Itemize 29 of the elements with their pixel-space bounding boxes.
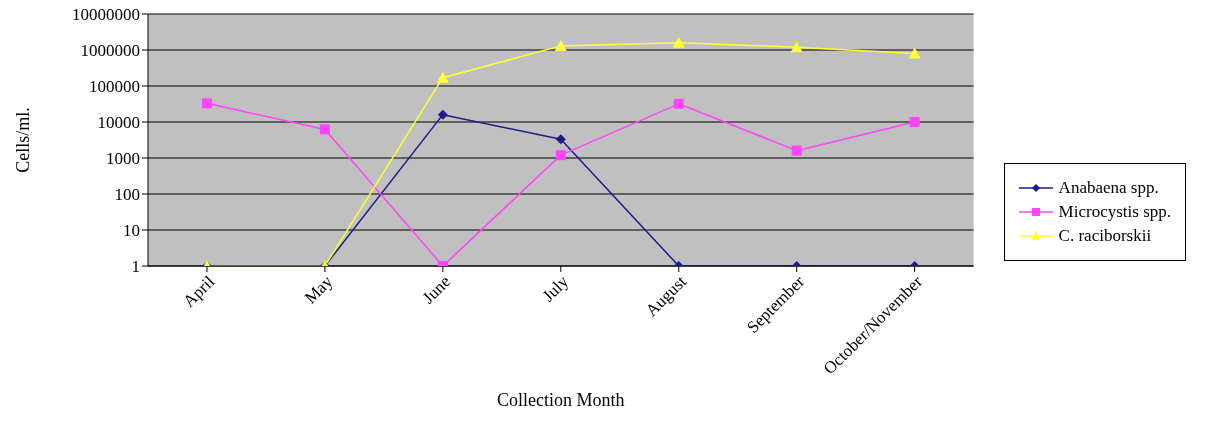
point [791, 145, 802, 156]
point [437, 109, 448, 120]
point [319, 124, 330, 135]
y-tick-label: 1 [131, 257, 140, 277]
y-tick-label: 10 [123, 221, 140, 241]
y-tick-label: 100000 [89, 77, 140, 97]
point [672, 36, 685, 48]
point [790, 41, 803, 53]
x-tick-label: May [300, 271, 337, 308]
point [909, 117, 920, 127]
y-tick-label: 10000000 [72, 5, 140, 25]
x-tick-label: June [418, 271, 455, 308]
y-tick-label: 1000 [106, 149, 140, 169]
point [673, 98, 684, 109]
x-tick-label: July [538, 271, 573, 306]
legend-label: Microcystis spp. [1058, 202, 1171, 222]
x-axis-title: Collection Month [497, 390, 625, 410]
point [554, 39, 567, 51]
legend-label: Anabaena spp. [1058, 178, 1159, 198]
y-tick-label: 100 [114, 185, 140, 205]
y-axis-title: Cells/ml. [13, 107, 34, 173]
point [555, 150, 566, 161]
point [201, 98, 212, 109]
point [555, 134, 566, 145]
point [908, 47, 921, 59]
legend-label: C. raciborskii [1058, 226, 1152, 246]
point [436, 71, 449, 83]
y-tick-label: 1000000 [80, 41, 140, 61]
y-tick-label: 10000 [97, 113, 140, 133]
